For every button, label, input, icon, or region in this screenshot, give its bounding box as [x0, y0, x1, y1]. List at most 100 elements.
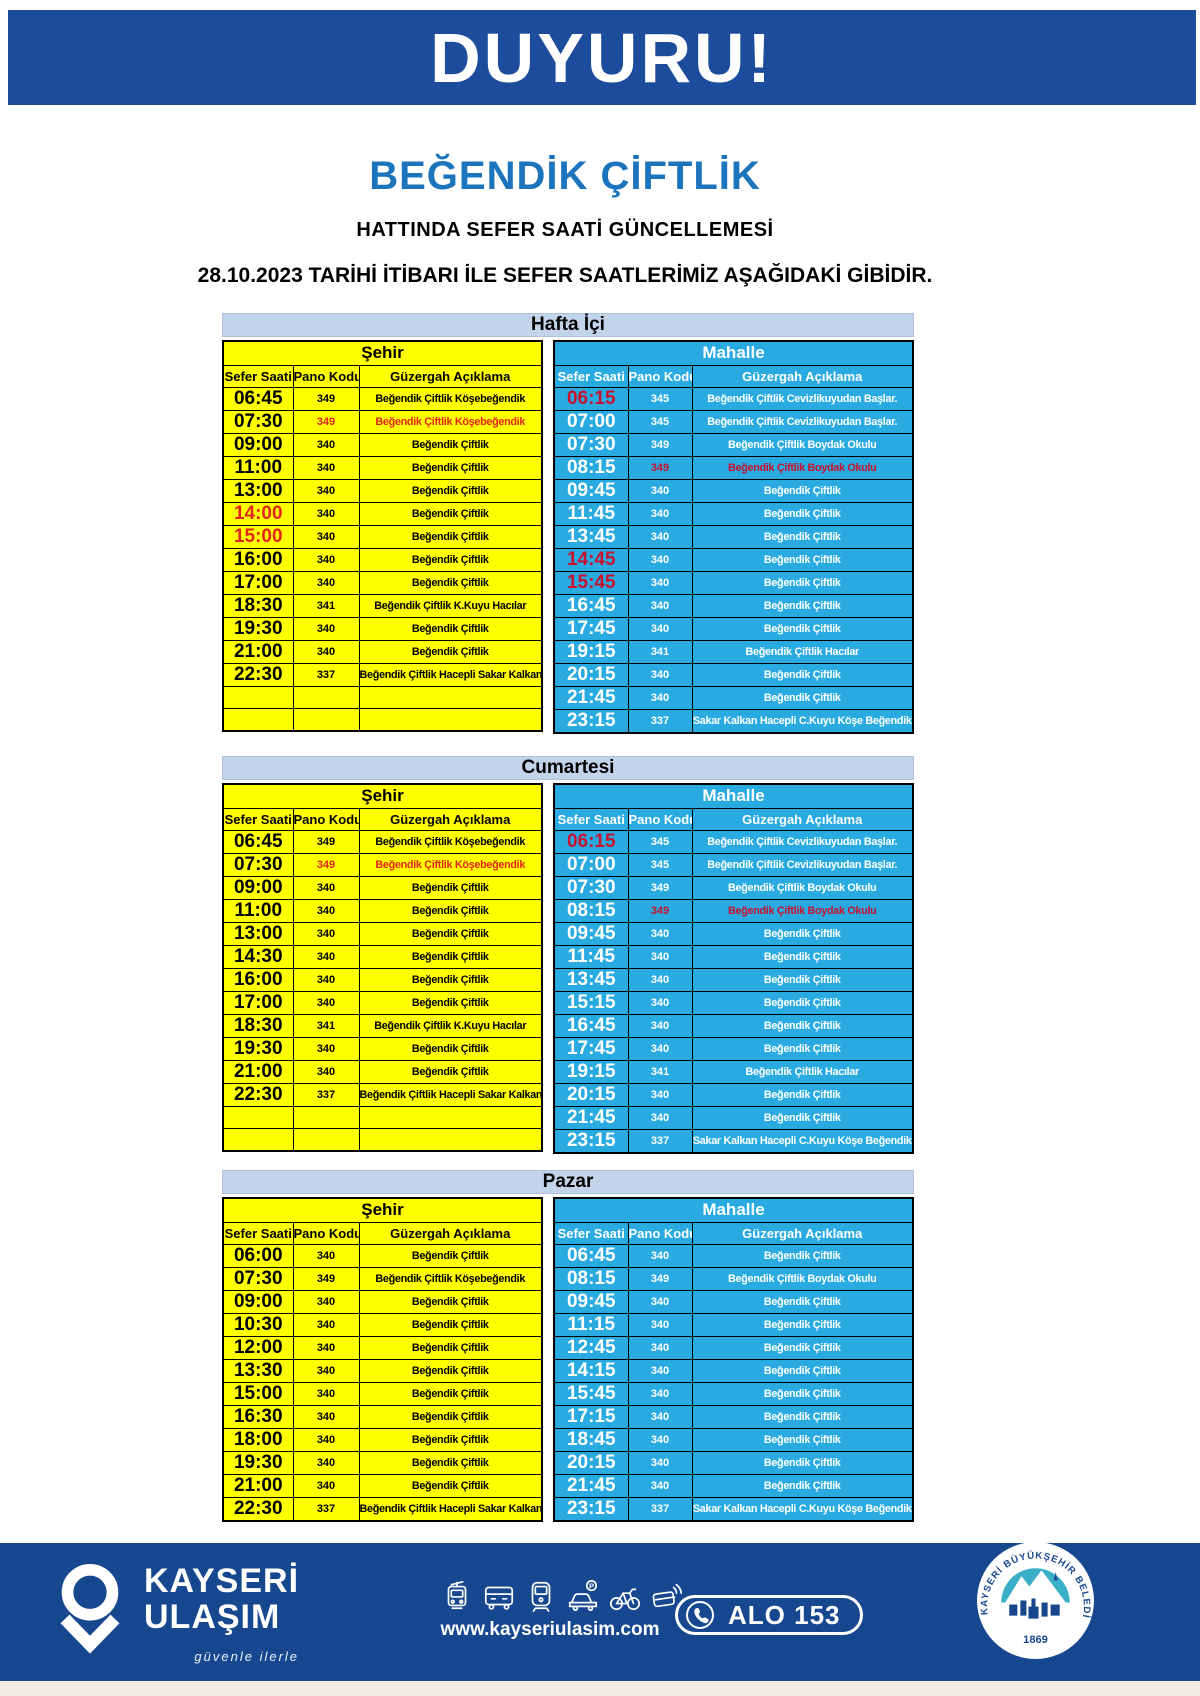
schedule-row: 21:45 340 Beğendik Çiftlik: [553, 1105, 914, 1130]
code-cell: 340: [292, 1450, 360, 1475]
schedule-row: 15:15 340 Beğendik Çiftlik: [553, 990, 914, 1015]
time-cell: 14:45: [553, 547, 629, 572]
schedule-row: 13:30 340 Beğendik Çiftlik: [222, 1358, 543, 1383]
route-cell: Beğendik Çiftlik: [691, 1381, 914, 1406]
code-cell: 340: [292, 990, 360, 1015]
time-cell: 11:45: [553, 501, 629, 526]
time-cell: 08:15: [553, 455, 629, 480]
time-cell: 19:15: [553, 639, 629, 664]
time-cell: 21:00: [222, 1473, 294, 1498]
code-cell: 340: [627, 944, 693, 969]
day-label: Pazar: [542, 1171, 594, 1192]
time-cell: 21:45: [553, 685, 629, 710]
col-header-code: Pano Kodu: [627, 807, 693, 831]
time-cell: 17:15: [553, 1404, 629, 1429]
col-header-code: Pano Kodu: [627, 1221, 693, 1245]
time-cell: 13:45: [553, 967, 629, 992]
code-cell: 341: [292, 593, 360, 618]
time-cell: 17:00: [222, 990, 294, 1015]
code-cell: 337: [627, 1496, 693, 1521]
municipality-badge: KAYSERİ BÜYÜKŞEHİR BELEDİYESİ 1869: [975, 1540, 1094, 1659]
route-cell: Beğendik Çiftlik: [358, 1427, 543, 1452]
route-cell: Beğendik Çiftlik: [691, 990, 914, 1015]
code-cell: [292, 685, 360, 709]
code-cell: 340: [292, 944, 360, 969]
route-cell: Beğendik Çiftlik: [358, 1381, 543, 1406]
col-header-time: Sefer Saati: [222, 1221, 294, 1245]
schedule-row: 23:15 337 Sakar Kalkan Hacepli C.Kuyu Kö…: [553, 1128, 914, 1153]
route-cell: Beğendik Çiftlik: [358, 432, 543, 457]
col-header-time: Sefer Saati: [222, 807, 294, 831]
route-cell: [358, 685, 543, 709]
time-cell: 19:30: [222, 616, 294, 641]
code-cell: 340: [627, 1105, 693, 1130]
schedule-row: [222, 708, 543, 732]
route-cell: Beğendik Çiftlik Cevizlikuyudan Başlar.: [691, 852, 914, 877]
phone-pill: ALO 153: [675, 1595, 863, 1635]
code-cell: 340: [292, 1381, 360, 1406]
schedule-row: 19:15 341 Beğendik Çiftlik Hacılar: [553, 639, 914, 664]
time-cell: 17:45: [553, 616, 629, 641]
day-label: Hafta İçi: [531, 314, 605, 335]
schedule-row: 14:30 340 Beğendik Çiftlik: [222, 944, 543, 969]
time-cell: 06:15: [553, 829, 629, 854]
time-cell: 06:45: [222, 829, 294, 854]
schedule-row: 12:45 340 Beğendik Çiftlik: [553, 1335, 914, 1360]
code-cell: 349: [292, 852, 360, 877]
code-cell: 349: [627, 455, 693, 480]
day-band: Cumartesi: [222, 756, 914, 780]
route-cell: Beğendik Çiftlik: [358, 1404, 543, 1429]
time-cell: 23:15: [553, 1128, 629, 1153]
code-cell: 345: [627, 852, 693, 877]
code-cell: 340: [292, 1289, 360, 1314]
route-cell: Beğendik Çiftlik: [358, 1358, 543, 1383]
route-cell: Beğendik Çiftlik: [358, 1243, 543, 1268]
time-cell: 15:00: [222, 1381, 294, 1406]
code-cell: 340: [627, 1013, 693, 1038]
schedule-row: 11:00 340 Beğendik Çiftlik: [222, 898, 543, 923]
route-cell: Beğendik Çiftlik: [691, 616, 914, 641]
time-cell: 22:30: [222, 662, 294, 687]
time-cell: 18:30: [222, 593, 294, 618]
code-cell: 349: [292, 386, 360, 411]
banner-text: DUYURU!: [430, 18, 774, 97]
time-cell: 20:15: [553, 1082, 629, 1107]
table-pair: Şehir Sefer Saati Pano Kodu Güzergah Açı…: [222, 1197, 914, 1522]
time-cell: [222, 1128, 294, 1152]
route-cell: Beğendik Çiftlik: [358, 478, 543, 503]
time-cell: 09:45: [553, 921, 629, 946]
day-band: Hafta İçi: [222, 313, 914, 337]
code-cell: 340: [627, 1473, 693, 1498]
schedule-row: 06:45 340 Beğendik Çiftlik: [553, 1243, 914, 1268]
route-cell: Beğendik Çiftlik Cevizlikuyudan Başlar.: [691, 409, 914, 434]
route-cell: Beğendik Çiftlik: [691, 1450, 914, 1475]
route-cell: Beğendik Çiftlik Hacepli Sakar Kalkan: [358, 662, 543, 687]
side-header: Şehir: [222, 783, 543, 809]
time-cell: 06:45: [222, 386, 294, 411]
time-cell: [222, 685, 294, 709]
route-cell: Beğendik Çiftlik: [691, 478, 914, 503]
schedule-row: 15:45 340 Beğendik Çiftlik: [553, 1381, 914, 1406]
side-header: Mahalle: [553, 1197, 914, 1223]
route-cell: Beğendik Çiftlik: [358, 1059, 543, 1084]
schedule-row: 22:30 337 Beğendik Çiftlik Hacepli Sakar…: [222, 1082, 543, 1107]
time-cell: 15:00: [222, 524, 294, 549]
day-section: Pazar Şehir Sefer Saati Pano Kodu Güzerg…: [222, 1170, 914, 1522]
schedule-row: 11:15 340 Beğendik Çiftlik: [553, 1312, 914, 1337]
code-cell: 340: [627, 685, 693, 710]
day-label: Cumartesi: [521, 757, 615, 778]
time-cell: 13:00: [222, 478, 294, 503]
time-cell: 16:45: [553, 1013, 629, 1038]
route-cell: Beğendik Çiftlik: [691, 1082, 914, 1107]
code-cell: 345: [627, 386, 693, 411]
route-cell: Beğendik Çiftlik: [691, 1013, 914, 1038]
code-cell: 340: [627, 547, 693, 572]
time-cell: 22:30: [222, 1082, 294, 1107]
schedule-row: 18:00 340 Beğendik Çiftlik: [222, 1427, 543, 1452]
code-cell: 340: [292, 967, 360, 992]
time-cell: 13:00: [222, 921, 294, 946]
time-cell: 07:30: [553, 432, 629, 457]
code-cell: 340: [627, 1450, 693, 1475]
time-cell: [222, 708, 294, 732]
route-cell: Beğendik Çiftlik: [691, 1312, 914, 1337]
